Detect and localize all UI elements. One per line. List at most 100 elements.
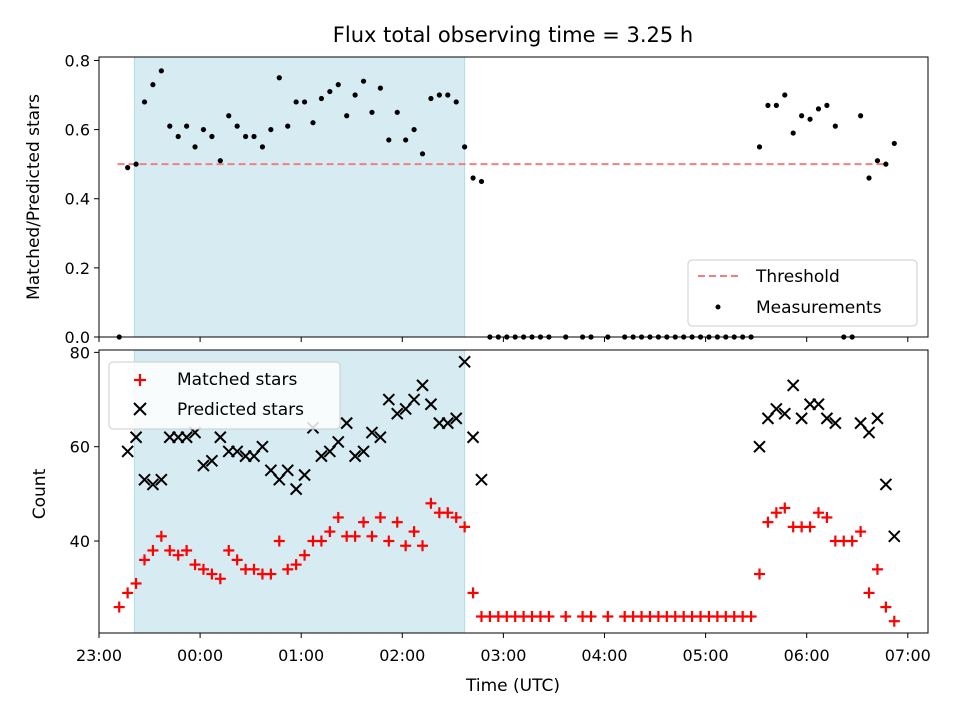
measurement-point [125, 165, 131, 171]
top-panel: 0.00.20.40.60.8 Matched/Predicted stars … [24, 51, 929, 347]
measurement-point [192, 144, 198, 150]
legend-matched-label: Matched stars [177, 370, 297, 390]
predicted-star-point [795, 412, 808, 425]
matched-star-point [855, 526, 867, 538]
matched-star-point [880, 601, 892, 613]
matched-star-point [113, 601, 125, 613]
predicted-star-point [129, 431, 143, 444]
measurement-point [150, 82, 156, 88]
bottom-y-tick-label: 80 [70, 343, 90, 362]
measurement-point [242, 133, 249, 140]
x-axis-label: Time (UTC) [465, 676, 560, 696]
predicted-star-point [416, 379, 429, 392]
matched-star-point [450, 511, 462, 523]
predicted-star-point [205, 454, 219, 468]
predicted-star-point [121, 445, 134, 458]
measurement-point [360, 78, 367, 84]
measurement-point [133, 161, 139, 167]
matched-star-point [130, 577, 142, 589]
measurement-point [251, 133, 257, 140]
top-y-tick-label: 0.0 [65, 328, 90, 347]
matched-star-point [265, 568, 277, 580]
x-tick-label: 07:00 [885, 646, 931, 665]
top-x-ticks [98, 337, 909, 342]
measurement-point [756, 144, 763, 150]
predicted-star-point [357, 445, 370, 458]
predicted-star-point [146, 478, 160, 491]
predicted-stars-points [121, 355, 901, 543]
matched-star-point [189, 559, 201, 571]
matched-star-point [349, 530, 361, 542]
measurement-point [377, 85, 383, 91]
measurement-point [470, 175, 476, 181]
matched-star-point [871, 563, 883, 575]
predicted-star-point [475, 473, 488, 486]
bottom-y-ticks: 40 60 80 [70, 343, 99, 551]
predicted-star-point [871, 412, 884, 425]
measurement-point [209, 133, 215, 140]
measurement-point [226, 113, 232, 119]
matched-star-point [315, 535, 327, 547]
matched-star-point [585, 610, 597, 622]
bottom-y-tick-label: 60 [70, 438, 90, 457]
measurement-point [310, 120, 316, 126]
predicted-star-point [778, 407, 791, 420]
matched-star-point [425, 497, 437, 509]
predicted-star-point [348, 449, 362, 463]
matched-star-point [467, 587, 479, 599]
measurement-point [891, 140, 897, 147]
predicted-star-point [391, 407, 404, 420]
measurement-point [462, 144, 468, 150]
matched-star-point [754, 568, 766, 580]
x-tick-label: 04:00 [581, 646, 627, 665]
predicted-star-point [424, 398, 438, 411]
bottom-y-axis-label: Count [30, 468, 50, 519]
measurement-point [259, 144, 266, 150]
matched-star-point [273, 535, 285, 547]
matched-star-point [155, 530, 167, 542]
predicted-star-point [458, 355, 471, 368]
predicted-star-point [315, 449, 328, 463]
measurement-point [268, 126, 274, 133]
predicted-star-point [820, 412, 834, 425]
matched-star-point [248, 563, 260, 575]
chart-title: Flux total observing time = 3.25 h [333, 23, 693, 47]
measurement-point [428, 95, 434, 102]
measurement-point [790, 130, 796, 136]
measurement-point [335, 82, 341, 88]
matched-star-point [332, 511, 344, 523]
predicted-star-point [466, 431, 480, 444]
measurement-point [352, 92, 358, 98]
measurement-point [301, 99, 308, 105]
x-tick-label: 05:00 [683, 646, 729, 665]
matched-star-point [543, 610, 555, 622]
predicted-star-point [812, 398, 825, 411]
measurement-point [394, 109, 400, 115]
matched-star-point [383, 535, 395, 547]
measurement-point [478, 178, 485, 185]
bottom-legend-box [108, 361, 341, 430]
legend-measurements-label: Measurements [756, 298, 882, 318]
matched-star-point [888, 615, 900, 627]
matched-star-point [206, 568, 218, 580]
x-tick-label: 06:00 [784, 646, 830, 665]
measurement-point [858, 113, 864, 119]
predicted-star-point [230, 445, 244, 458]
predicted-star-point [829, 416, 842, 430]
predicted-star-point [879, 478, 893, 491]
matched-star-point [181, 544, 193, 556]
matched-star-point [324, 526, 336, 538]
top-y-axis-label: Matched/Predicted stars [24, 94, 44, 300]
measurement-point [293, 99, 299, 105]
predicted-star-point [862, 426, 876, 439]
measurement-point [276, 75, 282, 81]
matched-star-point [231, 554, 243, 566]
measurement-point [200, 126, 207, 133]
top-shaded-interval [133, 56, 466, 338]
predicted-star-point [786, 379, 800, 392]
measurement-point [167, 123, 173, 129]
matched-star-point [846, 535, 858, 547]
matched-star-point [762, 516, 774, 528]
predicted-star-point [197, 459, 210, 472]
